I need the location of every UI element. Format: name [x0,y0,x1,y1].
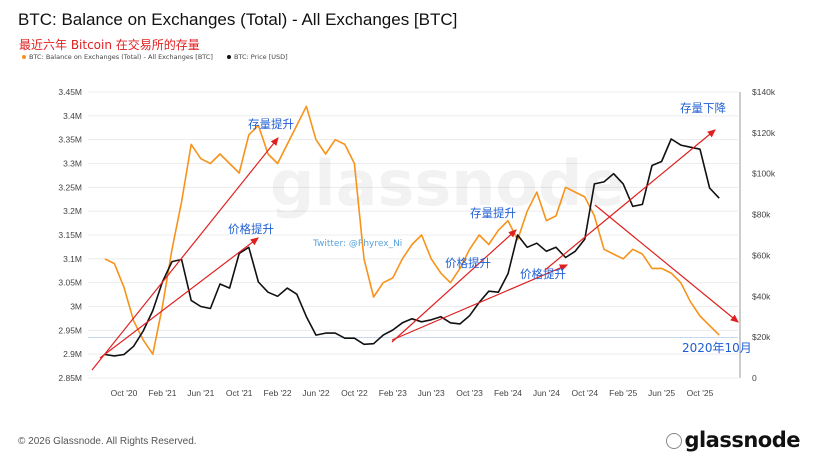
y-left-tick-label: 3.35M [58,135,82,145]
x-tick-label: Jun '21 [187,388,214,398]
x-tick-label: Feb '22 [264,388,292,398]
y-right-tick-label: $140k [752,87,776,97]
legend-dot-price [226,55,231,59]
x-tick-label: Feb '24 [494,388,522,398]
series-line-balance [104,105,720,355]
annotation-label: 存量提升 [248,117,294,131]
y-left-tick-label: 3.3M [63,159,82,169]
x-tick-label: Oct '25 [687,388,714,398]
y-left-tick-label: 3.2M [63,206,82,216]
y-right-tick-label: $40k [752,291,771,301]
y-right-tick-label: $60k [752,250,771,260]
y-left-tick-label: 3.05M [58,278,82,288]
trend-arrow [391,229,517,343]
y-right-tick-label: 0 [752,373,757,383]
annotation-label: 价格提升 [228,222,274,236]
watermark-logo: glassnode [270,147,624,220]
y-right-tick-label: $80k [752,210,771,220]
x-tick-label: Jun '25 [648,388,675,398]
x-tick-label: Jun '24 [533,388,560,398]
legend-item-price[interactable]: BTC: Price [USD] [226,53,288,61]
trend-arrow [544,129,716,271]
legend-label-price: BTC: Price [USD] [233,53,288,61]
x-tick-label: Oct '23 [456,388,483,398]
annotation-label: 价格提升 [520,267,566,281]
x-tick-label: Feb '21 [148,388,176,398]
legend-dot-balance [22,55,26,59]
annotation-label: 价格提升 [445,256,491,270]
y-left-tick-label: 2.95M [58,325,82,335]
annotation-label: 存量下降 [680,101,726,115]
x-tick-label: Feb '25 [609,388,637,398]
brand-logo: glassnode [684,428,800,452]
x-tick-label: Oct '21 [226,388,253,398]
chart-title: BTC: Balance on Exchanges (Total) - All … [18,10,458,29]
legend-label-balance: BTC: Balance on Exchanges (Total) - All … [29,53,213,61]
trend-arrow [99,237,259,359]
brand-badge-icon [666,433,682,449]
y-left-tick-label: 2.85M [58,373,82,383]
x-tick-label: Oct '22 [341,388,368,398]
legend: BTC: Balance on Exchanges (Total) - All … [22,53,288,61]
legend-item-balance[interactable]: BTC: Balance on Exchanges (Total) - All … [22,53,213,61]
trend-arrow [594,204,739,323]
y-left-tick-label: 3.4M [63,111,82,121]
x-tick-label: Oct '20 [111,388,138,398]
series-line-price [104,138,720,357]
y-right-tick-label: $20k [752,332,771,342]
x-tick-label: Oct '24 [571,388,598,398]
trend-arrow [91,137,279,371]
y-left-tick-label: 3.15M [58,230,82,240]
trend-arrow [391,264,569,341]
y-left-tick-label: 2.9M [63,349,82,359]
chart-subtitle: 最近六年 Bitcoin 在交易所的存量 [19,38,200,52]
y-left-tick-label: 3.25M [58,182,82,192]
y-left-tick-label: 3.1M [63,254,82,264]
y-left-tick-label: 3M [70,302,82,312]
x-tick-label: Jun '23 [418,388,445,398]
annotation-label: 存量提升 [470,206,516,220]
y-right-tick-label: $120k [752,128,776,138]
y-left-tick-label: 3.45M [58,87,82,97]
x-tick-label: Feb '23 [379,388,407,398]
y-right-tick-label: $100k [752,169,776,179]
copyright-text: © 2026 Glassnode. All Rights Reserved. [18,436,197,447]
watermark-handle: Twitter: @Phyrex_Ni [312,239,402,249]
x-tick-label: Jun '22 [302,388,329,398]
annotation-label: 2020年10月 [682,341,752,355]
